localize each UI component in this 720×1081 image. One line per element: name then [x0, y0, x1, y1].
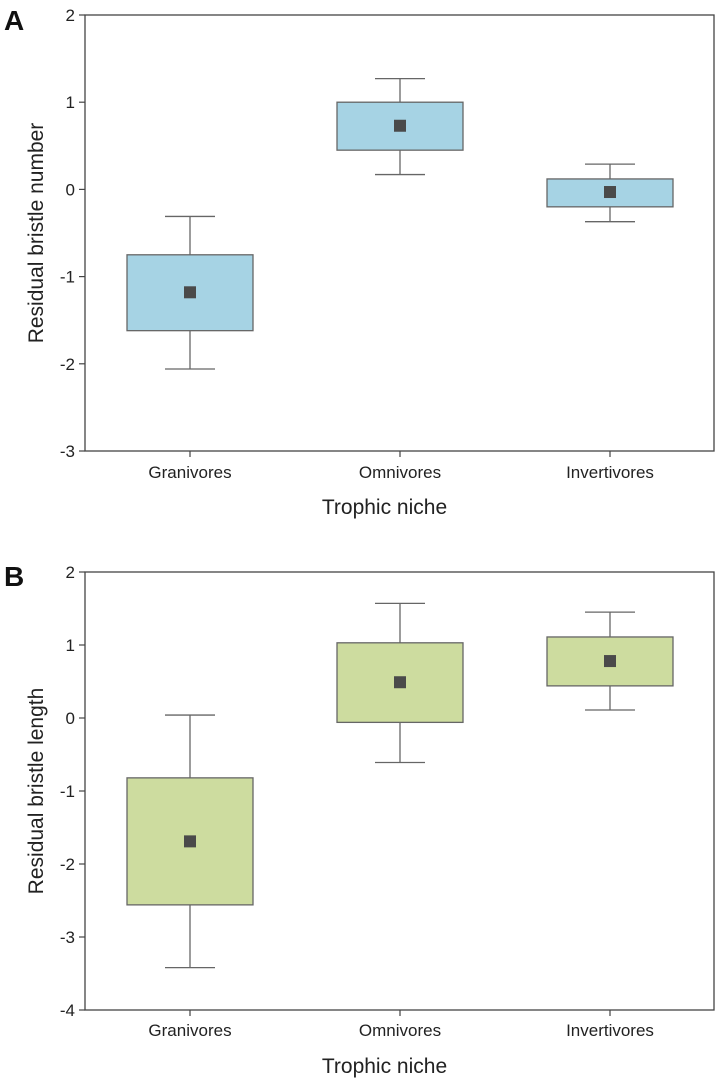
x-tick-label: Granivores	[148, 1021, 231, 1040]
x-tick-label: Granivores	[148, 463, 231, 482]
y-tick-label: 0	[66, 709, 75, 728]
box-granivores	[126, 215, 254, 370]
box-invertivores	[546, 163, 674, 223]
y-tick-label: -3	[60, 442, 75, 461]
y-axis-label: Residual bristle length	[25, 688, 48, 895]
y-tick-label: -2	[60, 355, 75, 374]
y-tick-label: 2	[66, 563, 75, 582]
x-tick-label: Omnivores	[359, 1021, 441, 1040]
y-tick-label: 2	[66, 6, 75, 25]
y-tick-label: -1	[60, 268, 75, 287]
x-tick-label: Omnivores	[359, 463, 441, 482]
y-axis-label: Residual bristle number	[25, 123, 48, 344]
box-omnivores	[336, 78, 464, 176]
x-tick-label: Invertivores	[566, 1021, 654, 1040]
mean-marker	[394, 119, 406, 132]
y-tick-label: 1	[66, 636, 75, 655]
mean-marker	[394, 676, 406, 689]
mean-marker	[184, 286, 196, 299]
mean-marker	[604, 655, 616, 668]
box-omnivores	[336, 602, 464, 764]
x-axis-label: Trophic niche	[322, 496, 447, 519]
y-tick-label: -2	[60, 855, 75, 874]
y-tick-label: -3	[60, 928, 75, 947]
panel-letter: B	[4, 561, 24, 592]
mean-marker	[184, 835, 196, 848]
panel-letter: A	[4, 5, 24, 36]
y-tick-label: 0	[66, 180, 75, 199]
x-axis-label: Trophic niche	[322, 1055, 447, 1078]
mean-marker	[604, 186, 616, 199]
box-granivores	[126, 714, 254, 969]
y-tick-label: -1	[60, 782, 75, 801]
panel-b: B 2 1 0 -1 -2 -3 -4 Granivores Omnivores Invertivo…	[4, 561, 715, 1078]
y-tick-label: 1	[66, 93, 75, 112]
box-invertivores	[546, 611, 674, 711]
panel-a: A 2 1 0 -1 -2 -3 Granivores Omnivores Invertivore…	[4, 5, 715, 519]
x-tick-label: Invertivores	[566, 463, 654, 482]
y-tick-label: -4	[60, 1001, 75, 1020]
